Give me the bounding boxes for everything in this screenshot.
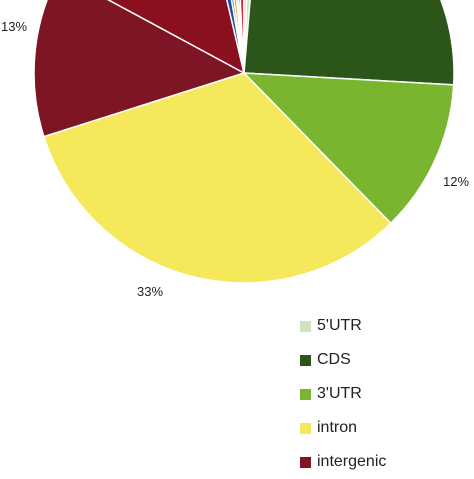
pie-slice xyxy=(243,0,248,74)
slice-percent-label: 13% xyxy=(1,19,27,34)
pie-slice xyxy=(239,0,245,74)
legend-label: 3'UTR xyxy=(317,385,362,402)
legend-swatch xyxy=(300,354,311,366)
pie-slice-intron xyxy=(42,72,392,284)
slice-percent-label: 33% xyxy=(137,284,163,299)
pie-slice xyxy=(233,0,245,74)
pie-slice-intergenic xyxy=(33,0,246,138)
legend-swatch xyxy=(300,388,311,400)
legend-label: intron xyxy=(317,419,358,436)
legend-swatch xyxy=(300,320,311,332)
legend-item-5utr: 5'UTR xyxy=(300,309,386,343)
legend-item-intron: intron xyxy=(300,411,386,445)
legend-label: intergenic xyxy=(317,453,387,470)
legend-item-3utr: 3'UTR xyxy=(300,377,386,411)
legend-swatch xyxy=(300,456,311,468)
pie-slice xyxy=(107,0,246,75)
pie-slices xyxy=(33,0,455,284)
legend-item-intergenic: intergenic xyxy=(300,445,386,479)
pie-labels: 12% 33% 13% xyxy=(1,19,469,299)
legend-swatch xyxy=(300,422,311,434)
legend-item-cds: CDS xyxy=(300,343,386,377)
pie-slice-3utr xyxy=(242,72,455,225)
slice-percent-label: 12% xyxy=(443,174,469,189)
legend-label: 5'UTR xyxy=(317,317,362,334)
legend: 5'UTR CDS 3'UTR intron intergenic xyxy=(300,309,386,479)
pie-slice-cds xyxy=(243,0,455,86)
legend-label: CDS xyxy=(317,351,351,368)
